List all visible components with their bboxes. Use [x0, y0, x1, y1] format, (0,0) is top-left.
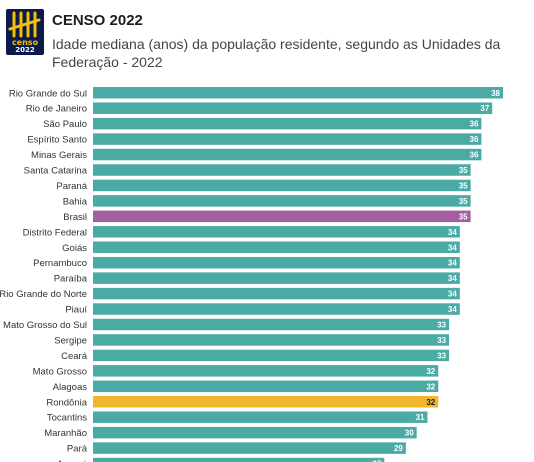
category-label-mato-grosso-do-sul: Mato Grosso do Sul	[3, 320, 87, 331]
bar-pernambuco	[93, 256, 460, 269]
category-label-santa-catarina: Santa Catarina	[24, 166, 88, 177]
value-label-mato-grosso-do-sul: 33	[437, 321, 446, 330]
logo-label: censo	[11, 38, 39, 47]
value-label-tocantins: 31	[416, 413, 425, 422]
category-label-sao-paulo: São Paulo	[43, 119, 87, 130]
bar-rondonia	[93, 396, 439, 408]
category-label-goias: Goiás	[62, 243, 87, 254]
value-label-brasil: 35	[459, 212, 468, 221]
bar-piaui	[93, 303, 460, 315]
value-label-rio-grande-do-norte: 34	[448, 290, 457, 299]
censo-logo: censo 2022	[6, 9, 44, 55]
value-label-paraiba: 34	[448, 274, 457, 283]
value-label-minas-gerais: 36	[470, 151, 479, 160]
chart-subtitle: Idade mediana (anos) da população reside…	[52, 36, 501, 70]
value-label-rio-de-janeiro: 37	[480, 104, 489, 113]
category-label-sergipe: Sergipe	[54, 335, 87, 346]
value-label-rondonia: 32	[426, 398, 435, 407]
value-label-sergipe: 33	[437, 336, 446, 345]
bar-santa-catarina	[93, 164, 471, 176]
bar-maranhao	[93, 426, 417, 439]
bar-parana	[93, 179, 471, 192]
tally-marks-icon	[8, 11, 41, 38]
category-label-rio-grande-do-norte: Rio Grande do Norte	[0, 289, 87, 300]
value-label-distrito-federal: 34	[448, 228, 457, 237]
bar-mato-grosso-do-sul	[93, 318, 450, 331]
bar-sao-paulo	[93, 117, 482, 130]
bar-distrito-federal	[93, 226, 460, 238]
bar-ceara	[93, 349, 450, 362]
category-label-brasil: Brasil	[63, 212, 87, 223]
value-label-mato-grosso: 32	[426, 367, 435, 376]
value-label-piaui: 34	[448, 305, 457, 314]
category-label-mato-grosso: Mato Grosso	[33, 366, 87, 377]
category-label-minas-gerais: Minas Gerais	[31, 150, 87, 161]
bar-paraiba	[93, 272, 460, 284]
bar-para	[93, 442, 406, 454]
bar-minas-gerais	[93, 148, 482, 161]
category-label-parana: Paraná	[56, 181, 87, 192]
value-label-ceara: 33	[437, 351, 446, 360]
bar-mato-grosso	[93, 365, 439, 377]
category-label-ceara: Ceará	[61, 351, 88, 362]
category-label-pernambuco: Pernambuco	[33, 258, 87, 269]
category-label-bahia: Bahia	[63, 196, 88, 207]
category-label-paraiba: Paraíba	[54, 274, 88, 285]
bar-rio-grande-do-sul	[93, 87, 503, 99]
bar-rio-grande-do-norte	[93, 287, 460, 300]
bar-tocantins	[93, 411, 428, 423]
bar-goias	[93, 241, 460, 253]
category-label-para: Pará	[67, 444, 88, 455]
logo-year: 2022	[15, 46, 35, 54]
category-label-rio-grande-do-sul: Rio Grande do Sul	[9, 88, 87, 99]
value-label-pernambuco: 34	[448, 259, 457, 268]
category-label-espirito-santo: Espírito Santo	[27, 135, 87, 146]
category-label-amapa: Amapá	[57, 459, 88, 462]
category-label-distrito-federal: Distrito Federal	[23, 227, 87, 238]
value-label-sao-paulo: 36	[470, 120, 479, 129]
category-label-tocantins: Tocantins	[47, 413, 87, 424]
value-label-espirito-santo: 36	[470, 135, 479, 144]
bar-espirito-santo	[93, 133, 482, 145]
value-label-para: 29	[394, 444, 403, 453]
value-label-bahia: 35	[459, 197, 468, 206]
bar-chart: Rio Grande do Sul 38 Rio de Janeiro 37 São P…	[0, 87, 503, 462]
value-label-rio-grande-do-sul: 38	[491, 89, 500, 98]
bar-sergipe	[93, 334, 450, 346]
category-label-rio-de-janeiro: Rio de Janeiro	[26, 104, 87, 115]
bar-rio-de-janeiro	[93, 102, 493, 114]
value-label-alagoas: 32	[426, 382, 435, 391]
value-label-maranhao: 30	[405, 429, 414, 438]
category-label-maranhao: Maranhão	[44, 428, 87, 439]
chart-title: CENSO 2022	[52, 12, 143, 29]
value-label-santa-catarina: 35	[459, 166, 468, 175]
bar-amapa	[93, 457, 385, 462]
value-label-amapa: 27	[372, 460, 381, 462]
value-label-goias: 34	[448, 243, 457, 252]
chart-header: censo 2022 CENSO 2022 Idade mediana (ano…	[0, 0, 534, 80]
category-label-rondonia: Rondônia	[46, 397, 87, 408]
value-label-parana: 35	[459, 181, 468, 190]
bar-alagoas	[93, 380, 439, 393]
category-label-piaui: Piauí	[65, 305, 87, 316]
category-label-alagoas: Alagoas	[53, 382, 88, 393]
bar-brasil	[93, 210, 471, 223]
bar-bahia	[93, 195, 471, 207]
